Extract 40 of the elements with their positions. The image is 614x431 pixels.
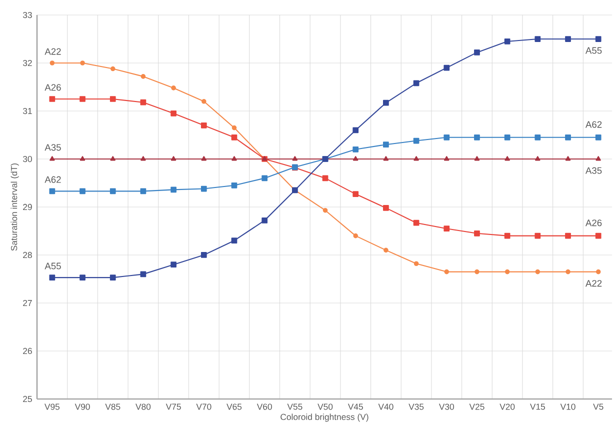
x-tick-label: V75 <box>166 404 181 410</box>
x-tick-label: V45 <box>348 404 363 410</box>
y-tick-label: 26 <box>23 348 32 354</box>
y-tick-label: 30 <box>22 156 32 162</box>
text: A22 <box>44 48 61 55</box>
x-tick-label: V30 <box>438 404 454 410</box>
x-tick-label: V20 <box>500 404 515 410</box>
x-tick-label: V95 <box>44 404 60 410</box>
y-tick-label: 27 <box>23 300 32 306</box>
series-label: A35 <box>585 167 602 174</box>
text: A62 <box>44 176 61 183</box>
series-label: A55 <box>585 47 602 54</box>
x-tick-label: V55 <box>287 404 302 410</box>
y-tick-label: 31 <box>22 108 32 114</box>
x-tick-label: V70 <box>196 404 212 410</box>
x-tick-label: V80 <box>136 404 151 410</box>
text: A35 <box>44 144 61 151</box>
x-tick-label: V40 <box>378 404 394 410</box>
series-label: A26 <box>585 220 602 226</box>
x-tick-label: V25 <box>469 404 484 410</box>
series-label: A22 <box>585 280 602 287</box>
x-tick-label: V15 <box>530 404 546 410</box>
x-tick-label: V85 <box>105 404 120 410</box>
series-label: A62 <box>585 121 602 128</box>
text: A26 <box>44 84 61 91</box>
y-tick-label: 28 <box>23 252 32 258</box>
x-tick-label: V10 <box>560 404 576 410</box>
x-tick-label: V50 <box>318 404 333 410</box>
x-tick-label: V90 <box>74 404 90 410</box>
text: A55 <box>44 262 61 270</box>
x-axis-title: Coloroid brightness (V) <box>280 414 368 422</box>
y-tick-label: 33 <box>22 12 32 18</box>
y-tick-label: 32 <box>22 60 32 66</box>
y-axis-title: Saturation interval (dT) <box>10 163 19 251</box>
y-tick-label: 29 <box>23 204 32 210</box>
x-tick-label: V35 <box>408 404 424 410</box>
x-tick-label: V5 <box>593 404 604 410</box>
y-tick-label: 25 <box>23 396 32 402</box>
x-tick-label: V65 <box>226 404 242 410</box>
x-tick-label: V60 <box>256 404 272 410</box>
